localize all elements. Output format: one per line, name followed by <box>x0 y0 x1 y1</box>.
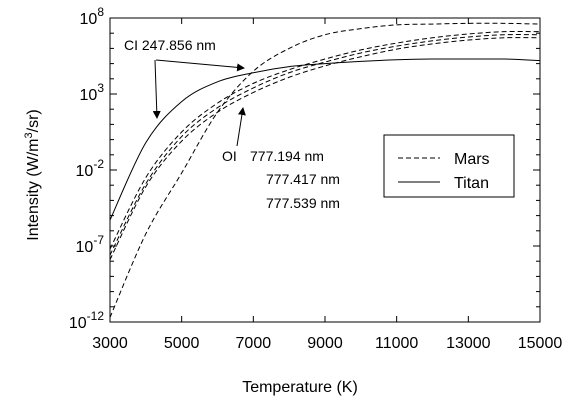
tick-labels: 3000 5000 7000 9000 11000 13000 15000 10-12 10-7… <box>69 5 562 352</box>
x-axis-title: Temperature (K) <box>242 379 358 396</box>
y-tick-label: 108 <box>80 5 105 28</box>
annotation-oi-prefix: OI <box>222 148 237 164</box>
legend: Mars Titan <box>383 134 515 198</box>
y-tick-label: 10-7 <box>76 233 105 256</box>
x-tick-label: 5000 <box>164 335 200 352</box>
series-line-mars-1 <box>109 22 541 318</box>
ticks <box>109 17 541 323</box>
y-axis-title: Intensity (W/m3/sr) <box>23 109 42 240</box>
annotation-oi-line-2: 777.417 nm <box>266 171 340 187</box>
x-tick-label: 3000 <box>92 335 128 352</box>
x-tick-label: 11000 <box>375 335 418 352</box>
annotation-ci-arrow-1 <box>152 59 161 119</box>
series-line-mars-4 <box>109 37 541 260</box>
y-tick-label: 10-12 <box>69 309 104 332</box>
legend-label-titan: Titan <box>454 175 489 192</box>
x-tick-label: 7000 <box>236 335 272 352</box>
annotations: CI 247.856 nm OI 777.194 nm 777.417 nm 7… <box>124 37 340 211</box>
series-line-mars-2 <box>109 31 541 250</box>
plot-lines <box>109 22 541 318</box>
y-tick-label: 103 <box>80 81 105 104</box>
annotation-ci-label: CI 247.856 nm <box>124 37 216 53</box>
x-tick-label: 15000 <box>518 335 563 352</box>
annotation-ci-arrow-2 <box>155 59 245 72</box>
x-tick-label: 9000 <box>307 335 343 352</box>
annotation-oi-line-1: 777.194 nm <box>250 148 324 164</box>
legend-box <box>383 134 515 198</box>
annotation-oi-arrow <box>236 107 246 147</box>
legend-label-mars: Mars <box>454 151 490 168</box>
annotation-oi-line-3: 777.539 nm <box>266 195 340 211</box>
x-tick-label: 13000 <box>446 335 491 352</box>
series-line-titan-5 <box>109 58 541 221</box>
series-line-mars-3 <box>109 34 541 256</box>
y-tick-label: 10-2 <box>76 157 105 180</box>
